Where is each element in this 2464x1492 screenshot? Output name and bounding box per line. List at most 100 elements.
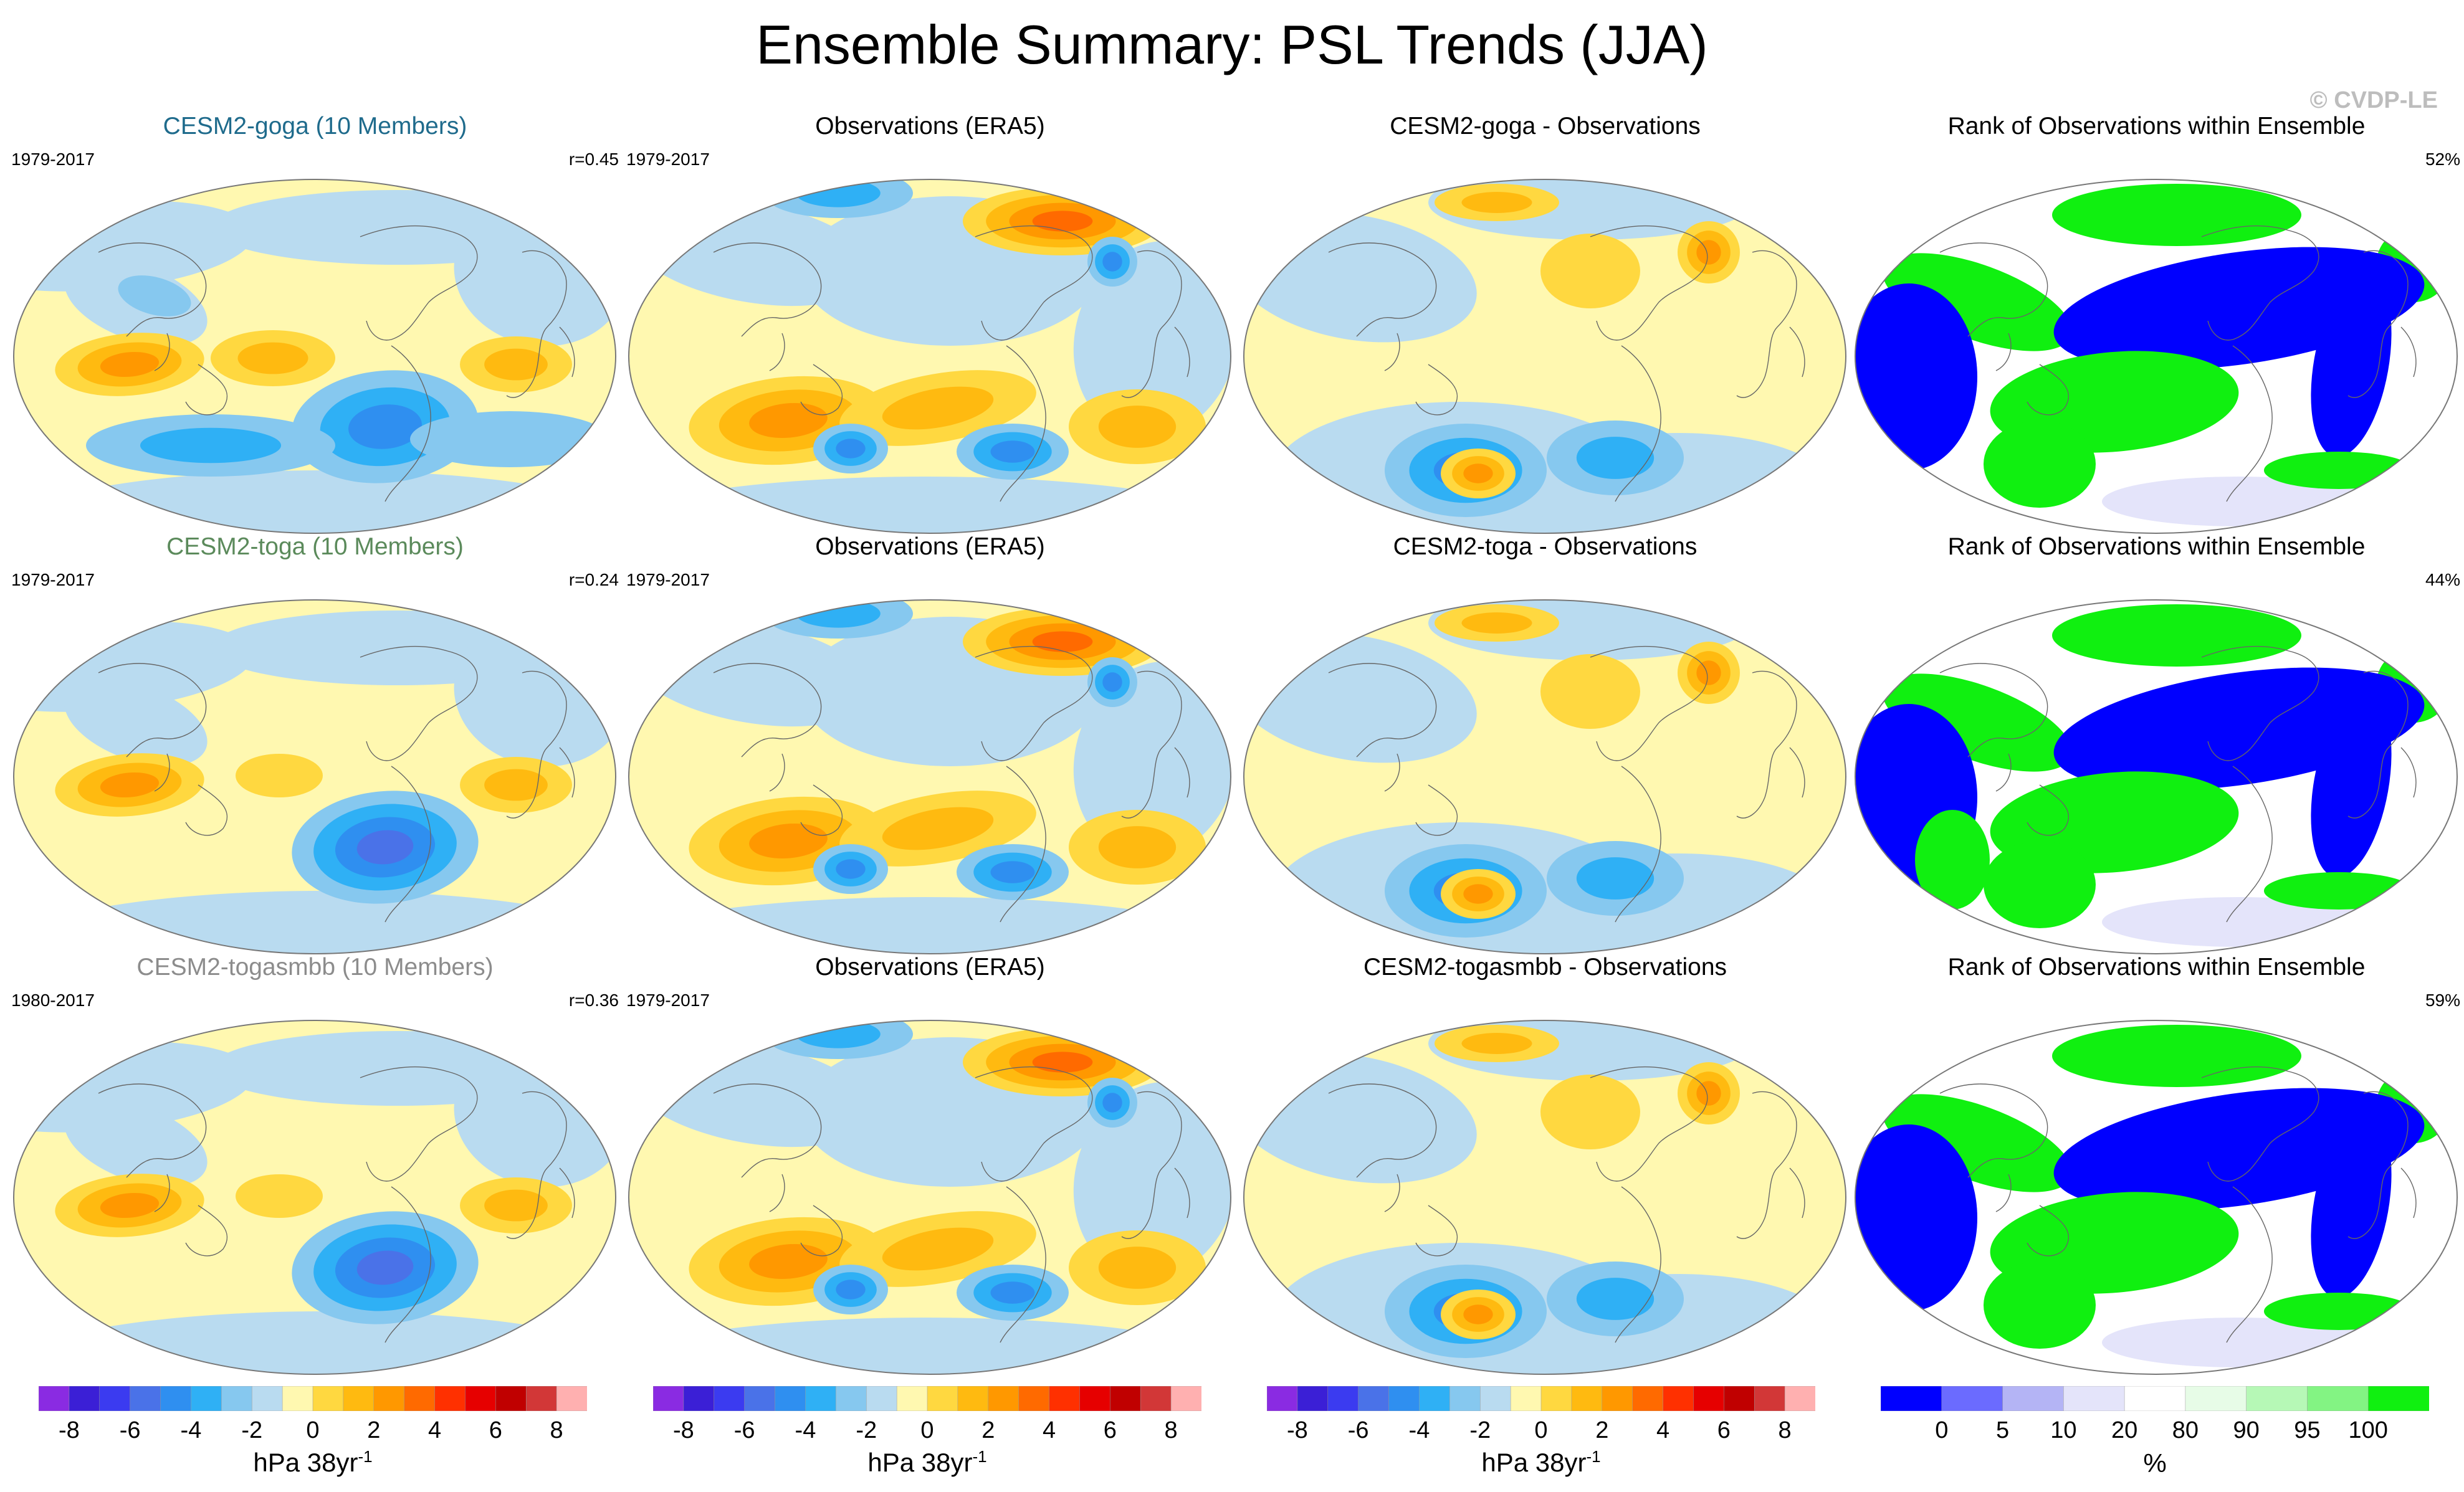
- coastline: [1384, 333, 1400, 371]
- panel-title: CESM2-togasmbb (10 Members): [136, 954, 494, 981]
- colorbar-tick-label: 6: [1103, 1417, 1117, 1443]
- coastline: [1736, 1091, 1797, 1239]
- colorbar-swatch: [2063, 1385, 2125, 1412]
- colorbar-swatch: [1079, 1385, 1111, 1412]
- colorbar-swatch: [744, 1385, 776, 1412]
- correlation-label: r=0.36: [568, 991, 619, 1010]
- field-blob: [14, 1311, 616, 1374]
- colorbar-swatch: [1018, 1385, 1050, 1412]
- field-blob: [1032, 211, 1093, 232]
- colorbar-tick-label: 4: [1656, 1417, 1670, 1443]
- coastline: [1384, 753, 1400, 792]
- colorbar-swatch: [1479, 1385, 1511, 1412]
- map-model-row3: [13, 1020, 616, 1375]
- coastline: [2400, 1167, 2417, 1219]
- field-blob: [118, 275, 191, 316]
- period-label: 1979-2017: [11, 570, 95, 589]
- colorbar-ticks: -8 -6 -4 -2 0 2 4 6 8: [1267, 1417, 1815, 1448]
- field-blob: [1102, 672, 1122, 692]
- field-blob: [2264, 1293, 2414, 1330]
- field-blob: [629, 897, 1231, 954]
- panel-title: Observations (ERA5): [815, 954, 1045, 981]
- map-rank-row1: [1855, 179, 2458, 534]
- field-blob: [1098, 826, 1177, 868]
- colorbar-swatch: [282, 1385, 313, 1412]
- field-blob: [64, 679, 208, 766]
- coastline: [2347, 1091, 2409, 1239]
- coastline: [2027, 364, 2069, 416]
- map-diff-row3: [1243, 1020, 1846, 1375]
- field-blob: [410, 411, 609, 467]
- coastline: [1789, 326, 1805, 378]
- coastline: [2027, 784, 2069, 836]
- coastline: [2347, 670, 2409, 819]
- coastline: [1995, 753, 2012, 792]
- field-blob: [2311, 1113, 2392, 1298]
- colorbar-tick-label: 10: [2050, 1417, 2077, 1443]
- coastline: [975, 645, 1093, 761]
- field-blob: [2264, 872, 2414, 910]
- map-rank-row3: [1855, 1020, 2458, 1375]
- coastline: [2201, 645, 2319, 761]
- field-blob: [1576, 1278, 1655, 1320]
- colorbar-swatch: [1693, 1385, 1725, 1412]
- colorbar-tick-label: 80: [2172, 1417, 2199, 1443]
- field-blob: [990, 440, 1035, 463]
- panel-title: Observations (ERA5): [815, 113, 1045, 140]
- correlation-label: r=0.45: [568, 150, 619, 169]
- colorbar-ticks: -8 -6 -4 -2 0 2 4 6 8: [653, 1417, 1201, 1448]
- colorbar-tick-label: 0: [1534, 1417, 1548, 1443]
- coastline: [1789, 1167, 1805, 1219]
- colorbar-unit: hPa 38yr-1: [867, 1447, 987, 1477]
- map-outline: [1855, 1020, 2458, 1375]
- panel-model-row3: CESM2-togasmbb (10 Members) 1980-2017 r=…: [11, 953, 619, 1377]
- panel-model-row1: CESM2-goga (10 Members) 1979-2017 r=0.45: [11, 112, 619, 536]
- panel-title: CESM2-goga - Observations: [1390, 113, 1701, 140]
- coastline: [384, 345, 431, 502]
- colorbar-swatch: [312, 1385, 344, 1412]
- colorbar-tick-label: -8: [58, 1417, 80, 1443]
- period-label: 1979-2017: [626, 570, 710, 589]
- field-blob: [2052, 184, 2301, 246]
- panel-title: Rank of Observations within Ensemble: [1947, 113, 2366, 140]
- colorbar-tick-label: -4: [1408, 1417, 1430, 1443]
- colorbar-swatch: [525, 1385, 557, 1412]
- panel-diff-row2: CESM2-toga - Observations: [1241, 533, 1849, 956]
- coastline: [2201, 1066, 2319, 1182]
- field-blob: [882, 386, 994, 430]
- panel-title: Observations (ERA5): [815, 533, 1045, 560]
- colorbar-swatch: [221, 1385, 252, 1412]
- field-blob: [236, 1174, 323, 1218]
- coastline: [559, 1167, 575, 1219]
- colorbar-ticks: 0 5 10 20 80 90 95 100: [1881, 1417, 2429, 1448]
- colorbar-tick-label: 4: [427, 1417, 442, 1443]
- coastline: [1415, 784, 1458, 836]
- colorbar-swatch: [160, 1385, 192, 1412]
- field-blob: [749, 823, 828, 859]
- map-diff-row2: [1243, 599, 1846, 954]
- field-blob: [749, 1243, 828, 1280]
- field-blob: [356, 1250, 414, 1285]
- field-blob: [1984, 421, 2096, 508]
- colorbar-swatch: [2124, 1385, 2186, 1412]
- coastline: [2226, 766, 2273, 923]
- period-label: 1979-2017: [11, 150, 95, 169]
- field-blob: [1032, 631, 1093, 652]
- coastline: [713, 1083, 822, 1178]
- field-blob: [237, 342, 308, 374]
- field-blob: [882, 807, 994, 850]
- colorbar-tick-label: 100: [2348, 1417, 2388, 1443]
- panel-obs-row2: Observations (ERA5) 1979-2017: [626, 533, 1234, 956]
- colorbar-swatch: [1632, 1385, 1664, 1412]
- coastline: [2226, 345, 2273, 502]
- map-model-row2: [13, 599, 616, 954]
- coastline: [98, 242, 207, 337]
- field-blob: [1984, 841, 2096, 928]
- field-blob: [100, 1192, 160, 1219]
- field-blob: [1576, 857, 1655, 900]
- panel-title: CESM2-toga (10 Members): [166, 533, 464, 560]
- panel-obs-row3: Observations (ERA5) 1979-2017: [626, 953, 1234, 1377]
- coastline: [154, 333, 170, 371]
- colorbar-tick-label: -8: [1286, 1417, 1308, 1443]
- credit-label: © CVDP-LE: [2309, 87, 2438, 113]
